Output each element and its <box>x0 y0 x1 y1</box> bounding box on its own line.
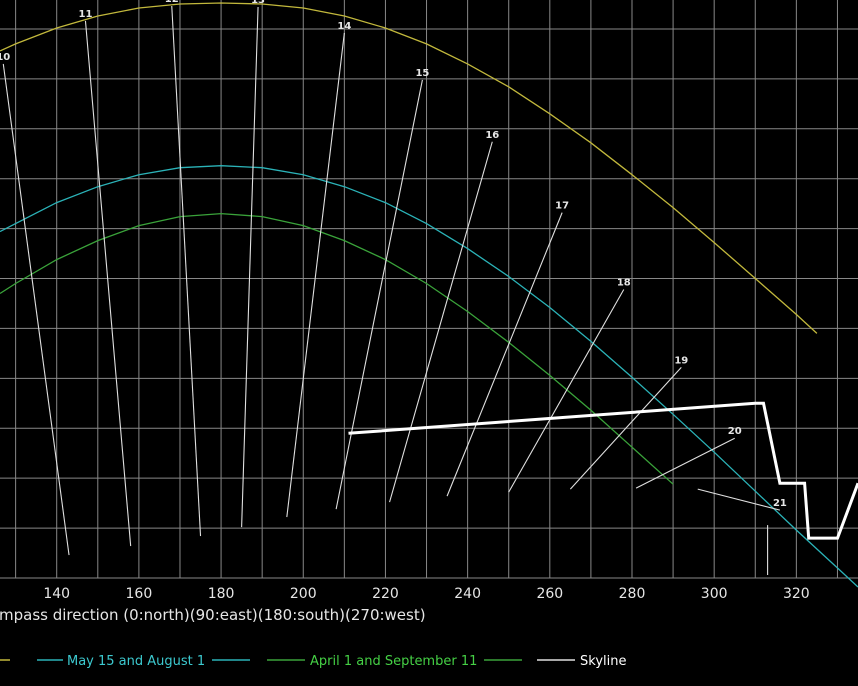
grid <box>0 0 858 579</box>
hour-lines: 10 11 12 13 14 15 16 17 18 19 20 21 <box>0 0 787 576</box>
series-line-skyline <box>348 401 858 540</box>
hour-line <box>84 20 132 547</box>
legend-label-skyline: Skyline <box>580 654 626 669</box>
hour-line <box>446 212 563 497</box>
hour-line <box>2 63 70 556</box>
x-axis-ticks: 140 160 180 200 220 240 260 280 300 320 <box>43 586 809 602</box>
skyline-layer <box>348 401 858 540</box>
hour-line <box>171 5 202 537</box>
hour-line <box>286 32 345 518</box>
hour-label: 14 <box>337 21 351 32</box>
hour-label: 13 <box>251 0 265 6</box>
hour-label: 15 <box>415 68 429 79</box>
x-tick-label: 280 <box>619 586 646 602</box>
hour-label: 21 <box>773 498 787 509</box>
hour-line <box>508 289 625 493</box>
hour-label: 20 <box>728 426 742 437</box>
hour-label: 19 <box>674 355 688 366</box>
hour-line <box>697 488 781 511</box>
x-tick-label: 260 <box>536 586 563 602</box>
sun-path-curves <box>0 2 858 588</box>
legend-label-may-aug: May 15 and August 1 <box>67 654 205 669</box>
hour-label: 10 <box>0 52 10 63</box>
x-tick-label: 140 <box>43 586 70 602</box>
x-tick-label: 240 <box>454 586 481 602</box>
hour-line <box>569 366 682 490</box>
hour-line <box>335 79 423 510</box>
hour-label: 16 <box>485 130 499 141</box>
legend-label-apr-sep: April 1 and September 11 <box>310 654 477 669</box>
hour-line <box>241 6 259 528</box>
hour-label: 11 <box>79 9 93 20</box>
hour-label: 12 <box>165 0 179 5</box>
hour-label: 17 <box>555 201 569 212</box>
x-tick-label: 160 <box>126 586 153 602</box>
x-tick-label: 200 <box>290 586 317 602</box>
x-tick-label: 300 <box>701 586 728 602</box>
x-tick-label: 220 <box>372 586 399 602</box>
x-tick-label: 320 <box>783 586 810 602</box>
series-line-apr_sep <box>0 212 674 485</box>
hour-line <box>635 437 735 489</box>
legend: May 15 and August 1 April 1 and Septembe… <box>0 654 626 669</box>
series-line-may_aug <box>0 165 858 588</box>
x-tick-label: 180 <box>208 586 235 602</box>
hour-label: 18 <box>617 277 631 288</box>
hour-line <box>389 141 493 503</box>
x-axis-label: mpass direction (0:north)(90:east)(180:s… <box>0 606 426 624</box>
series-line-summer <box>0 2 818 334</box>
